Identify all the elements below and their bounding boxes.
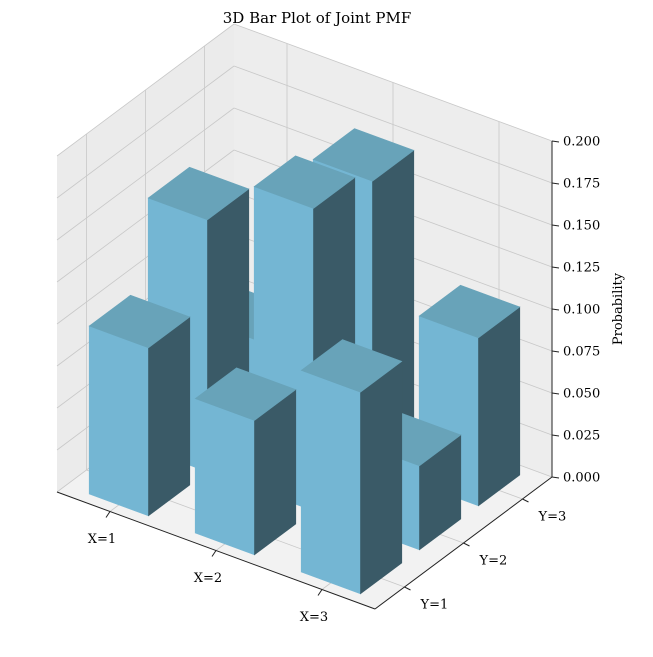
z-tick-mark [551,308,560,311]
bar-top-face [418,284,521,339]
z-tick-label: 0.200 [563,135,600,150]
z-tick-mark [551,140,560,143]
z-tick-mark [551,350,560,353]
bar-top-face [300,339,403,393]
z-tick-mark [551,224,560,227]
z-tick-mark [551,476,560,479]
bar-top-face [312,128,415,182]
bar-side-face [148,316,191,517]
y-tick-mark [522,498,529,503]
bar [194,367,297,556]
bar [300,339,403,595]
tick-labels: X=1 X=2 X=3 Y=1 Y=2 Y=3 0.000 0.025 0.050 0.075 0.… [88,135,600,626]
y-tick-mark [463,542,470,547]
bar [418,284,521,507]
z-tick-label: 0.175 [563,177,600,192]
x-tick-mark [211,550,217,557]
x-tick-mark [317,589,323,596]
z-axis-label: Probability [611,272,626,345]
z-tick-label: 0.025 [563,429,600,444]
bar-top-face [147,166,250,221]
chart-title: 3D Bar Plot of Joint PMF [223,9,411,27]
x-tick-label: X=1 [88,532,116,547]
grid-line [56,23,235,157]
bar-top-face [88,294,191,349]
bar-front-face [88,325,149,517]
y-tick-mark [404,586,411,591]
z-tick-label: 0.075 [563,345,600,360]
x-tick-mark [105,511,111,518]
grid-line [56,65,235,199]
grid-line [56,107,235,241]
z-tick-mark [551,434,560,437]
bars [88,128,521,595]
bar-top-face [194,367,297,421]
grid-line [233,23,553,142]
bar-front-face [300,369,361,595]
bar-top-face [253,155,356,209]
grid-line [56,149,235,283]
y-tick-label: Y=3 [538,510,567,525]
z-tick-label: 0.050 [563,387,600,402]
z-tick-mark [551,266,560,269]
grid-line [233,65,553,184]
x-tick-label: X=2 [194,571,222,586]
z-tick-label: 0.150 [563,219,600,234]
bar-front-face [194,398,255,556]
x-tick-label: X=3 [300,610,328,625]
z-tick-mark [551,182,560,185]
y-tick-label: Y=2 [479,554,508,569]
bar-side-face [360,360,403,595]
y-tick-label: Y=1 [420,598,449,613]
z-tick-mark [551,392,560,395]
z-tick-label: 0.100 [563,303,600,318]
z-tick-label: 0.125 [563,261,600,276]
z-tick-label: 0.000 [563,471,600,486]
bar-side-face [478,306,521,507]
bar [88,294,191,517]
